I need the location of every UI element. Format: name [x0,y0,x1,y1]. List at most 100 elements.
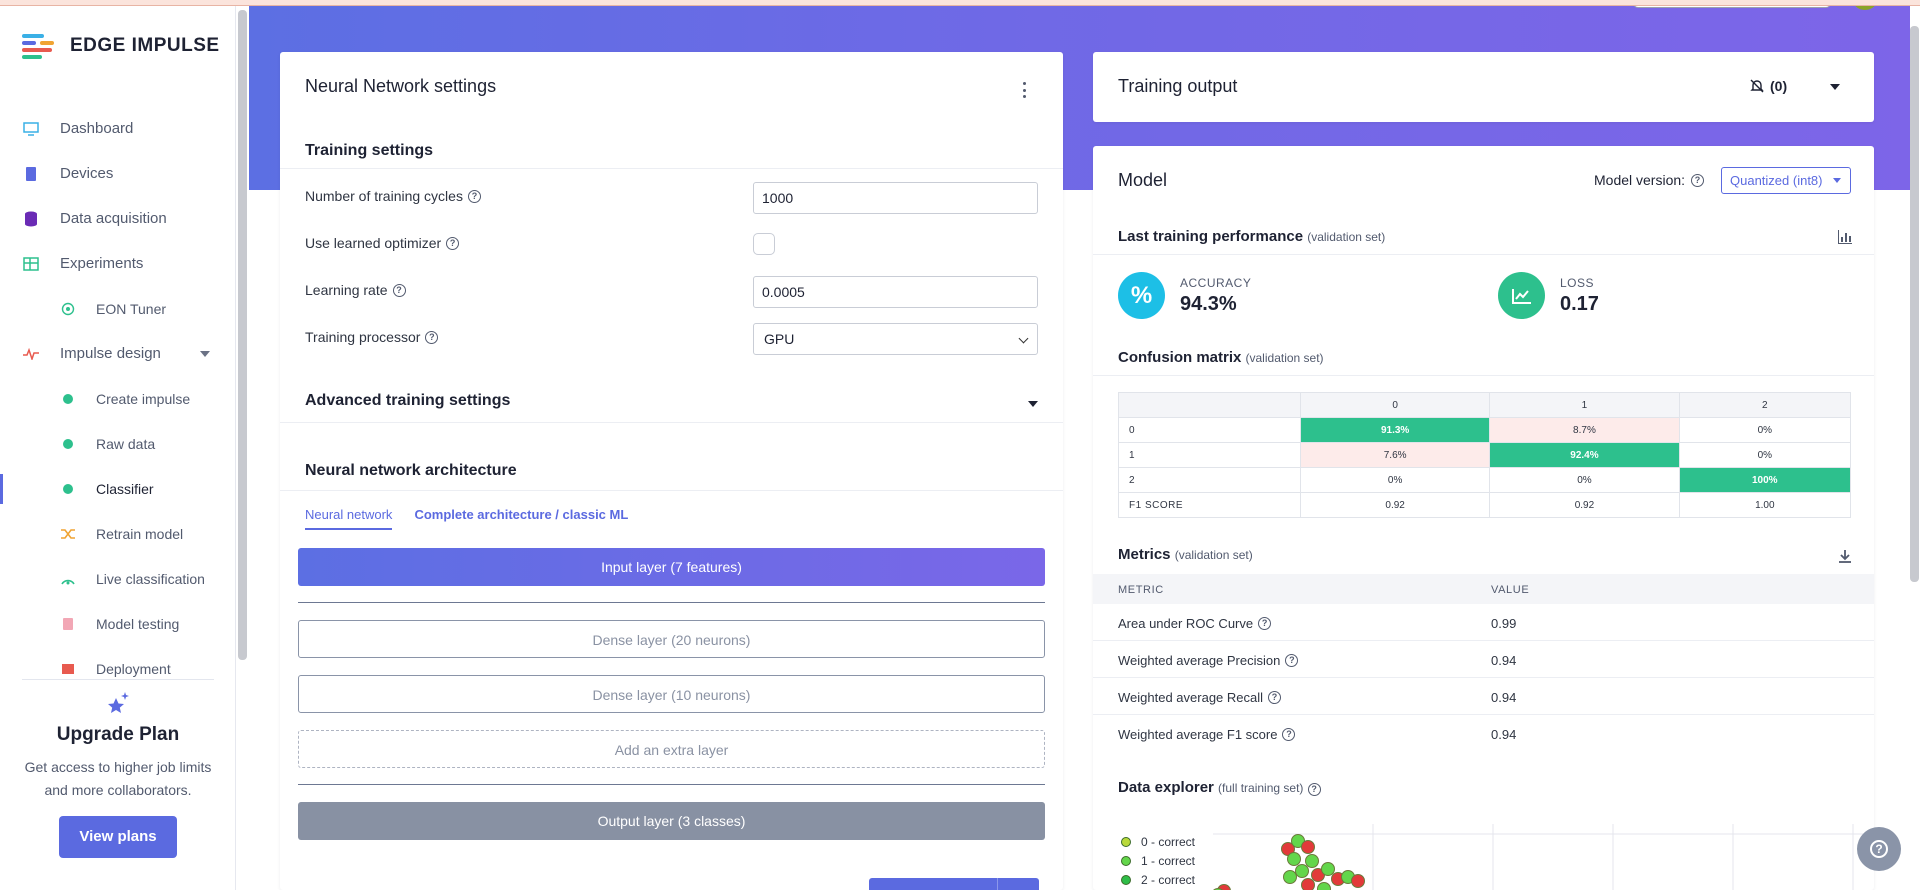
legend-item[interactable]: 1 - correct [1121,851,1195,870]
column-header: 1 [1489,392,1680,418]
upgrade-title: Upgrade Plan [56,724,180,745]
table-cell: 0.92 [1299,492,1491,518]
sidebar-item-deployment[interactable]: Deployment [0,646,235,691]
sidebar-item-model-testing[interactable]: Model testing [0,601,235,646]
legend-dot [1121,836,1131,847]
training-cycles-row: Number of training cycles? [305,182,1038,214]
learned-optimizer-checkbox[interactable] [753,233,775,255]
tab-complete-architecture[interactable]: Complete architecture / classic ML [414,507,629,522]
data-point [1287,852,1301,866]
sidebar-item-retrain-model[interactable]: Retrain model [0,511,235,556]
dot-icon [59,480,77,498]
sidebar-item-devices[interactable]: Devices [0,151,235,196]
sidebar-item-label: Dashboard [60,120,134,137]
sidebar-item-eon-tuner[interactable]: EON Tuner [0,286,235,331]
output-layer[interactable]: Output layer (3 classes) [298,802,1045,840]
advanced-settings-toggle[interactable]: Advanced training settings [305,392,511,409]
sidebar-item-label: Live classification [96,570,205,587]
model-version-label: Model version:? [1594,172,1705,188]
plot-gridlines [1213,824,1874,890]
sidebar-item-data-acquisition[interactable]: Data acquisition [0,196,235,241]
accuracy-value: 94.3% [1180,292,1237,315]
data-point [1321,862,1335,876]
metric-value: 0.94 [1491,653,1517,668]
help-icon[interactable]: ? [467,189,481,203]
monitor-icon [22,120,40,138]
legend-item[interactable]: 0 - correct [1121,832,1195,851]
table-cell: 0.92 [1489,492,1680,518]
field-label: Use learned optimizer? [305,235,460,251]
dense-layer[interactable]: Dense layer (20 neurons) [298,620,1045,658]
learning-rate-input[interactable] [753,276,1038,308]
divider [1093,254,1874,255]
help-icon[interactable]: ? [1282,728,1296,741]
sidebar-scrollbar[interactable] [238,10,247,660]
page-scrollbar[interactable] [1910,26,1919,582]
table-cell: 0% [1489,467,1680,493]
database-icon [22,210,40,228]
chevron-down-icon [1018,333,1029,344]
help-icon[interactable]: ? [1285,654,1299,667]
chevron-down-icon[interactable] [1830,84,1840,90]
sidebar-item-classifier[interactable]: Classifier [0,466,235,511]
card-title: Training output [1118,76,1238,96]
sidebar-item-label: Impulse design [60,345,161,362]
sidebar-item-dashboard[interactable]: Dashboard [0,106,235,151]
input-layer[interactable]: Input layer (7 features) [298,548,1045,586]
training-processor-row: Training processor? GPU [305,323,1038,355]
help-icon[interactable]: ? [1307,783,1321,796]
help-button[interactable]: ? [1857,827,1901,871]
more-options-icon[interactable] [1021,82,1027,98]
confusion-matrix-table: 0 1 2 0 91.3% 8.7% 0% 1 7.6% 92.4% 0% 2 … [1118,392,1852,518]
chart-icon[interactable] [1838,230,1852,244]
add-layer-button[interactable]: Add an extra layer [298,730,1045,768]
table-cell: 7.6% [1299,442,1491,468]
help-icon[interactable]: ? [446,236,460,250]
sidebar-item-raw-data[interactable]: Raw data [0,421,235,466]
logo[interactable]: EDGE IMPULSE [22,32,220,60]
data-point [1301,878,1315,890]
sidebar-item-impulse-design[interactable]: Impulse design [0,331,235,376]
training-processor-select[interactable]: GPU [753,323,1038,355]
training-cycles-input[interactable] [753,182,1038,214]
loss-value: 0.17 [1560,292,1599,315]
help-icon[interactable]: ? [392,283,406,297]
help-icon[interactable]: ? [1258,617,1272,630]
column-header: 0 [1299,392,1491,418]
model-version-dropdown[interactable]: Quantized (int8) [1721,167,1851,194]
help-icon[interactable]: ? [425,330,439,344]
dense-layer[interactable]: Dense layer (10 neurons) [298,675,1045,713]
help-icon[interactable]: ? [1268,691,1282,704]
view-plans-button[interactable]: View plans [59,816,177,858]
tab-neural-network[interactable]: Neural network [305,507,393,530]
sidebar-item-label: EON Tuner [96,300,167,317]
sidebar-item-label: Raw data [96,435,156,452]
table-row: Weighted average F1 score? 0.94 [1093,715,1874,752]
notifications-toggle[interactable]: (0) [1749,78,1787,94]
loss-stat: LOSS 0.17 [1498,272,1599,319]
table-row: Weighted average Recall? 0.94 [1093,678,1874,715]
target-icon [59,300,77,318]
card-title: Neural Network settings [305,76,497,96]
data-point [1283,870,1297,884]
sidebar-item-experiments[interactable]: Experiments [0,241,235,286]
sidebar-item-live-classification[interactable]: Live classification [0,556,235,601]
download-icon[interactable] [1838,549,1852,563]
start-training-button[interactable] [869,878,1039,890]
sidebar-item-create-impulse[interactable]: Create impulse [0,376,235,421]
metric-name: Weighted average Recall? [1118,690,1282,705]
legend-item[interactable]: 2 - correct [1121,870,1195,889]
logo-text: EDGE IMPULSE [70,35,220,56]
sidebar-nav: Dashboard Devices Data acquisition Exper… [0,106,235,691]
help-icon[interactable]: ? [1691,173,1705,187]
chip-icon [22,165,40,183]
data-point [1305,854,1319,868]
chevron-down-icon[interactable] [1028,401,1038,407]
sidebar-item-label: Retrain model [96,525,184,542]
metric-value: 0.99 [1491,616,1517,631]
divider [1093,375,1874,376]
data-explorer-plot[interactable] [1211,824,1874,890]
percent-icon: % [1118,272,1165,319]
divider [280,168,1063,169]
chevron-down-icon [1833,178,1841,183]
